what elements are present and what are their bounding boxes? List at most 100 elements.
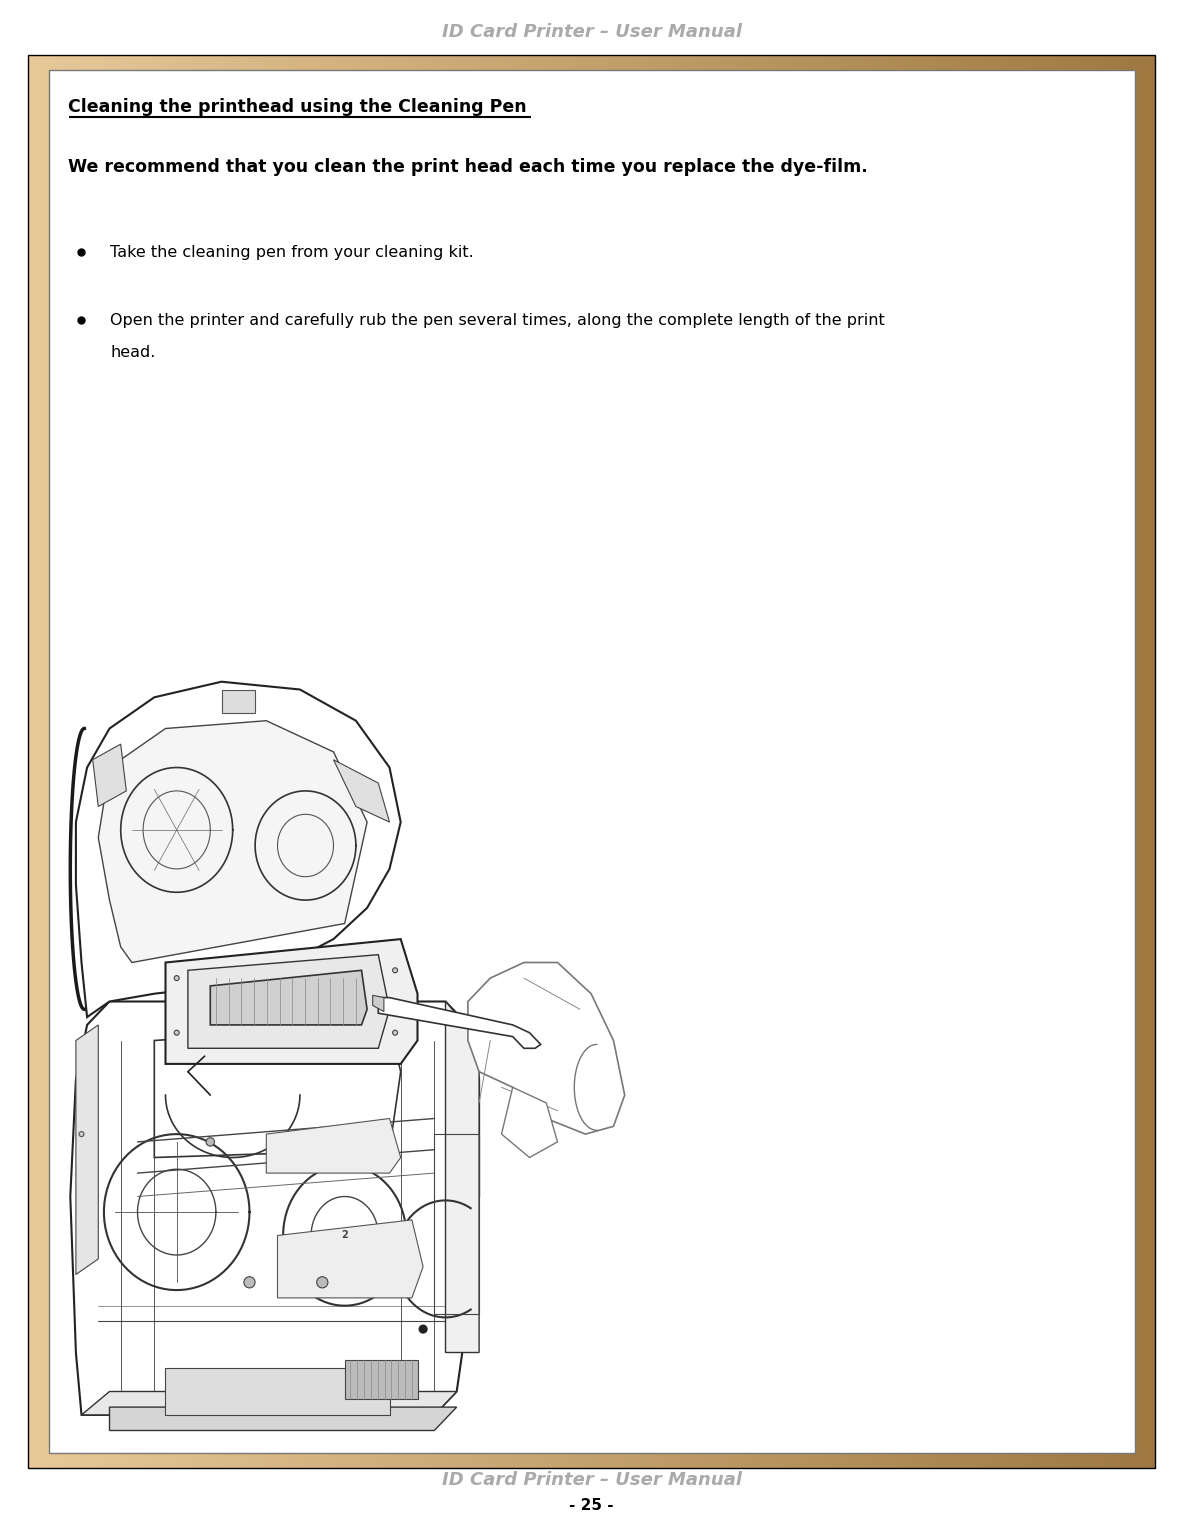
Bar [612,55,614,1468]
Bar [800,55,803,1468]
Bar [1053,55,1056,1468]
Bar [816,55,820,1468]
Bar [161,55,164,1468]
Bar [357,55,361,1468]
Bar [704,55,707,1468]
Bar [989,55,991,1468]
Bar [522,55,524,1468]
Bar [603,55,606,1468]
Bar [631,55,634,1468]
Bar [839,55,842,1468]
Bar [1022,55,1026,1468]
Bar [1071,55,1073,1468]
Bar [189,55,192,1468]
Bar [51,55,54,1468]
Bar [287,55,291,1468]
Bar [347,55,350,1468]
Bar [147,55,150,1468]
Bar [1059,55,1062,1468]
Bar [414,55,418,1468]
Bar [935,55,938,1468]
Bar [532,55,536,1468]
Polygon shape [188,954,389,1049]
Bar [757,55,761,1468]
Bar [31,55,34,1468]
Bar [1101,55,1104,1468]
Bar [335,55,338,1468]
Circle shape [174,975,179,980]
Bar [465,55,468,1468]
Bar [144,55,147,1468]
Bar [276,55,279,1468]
Bar [222,55,226,1468]
Bar [403,55,406,1468]
Bar [938,55,940,1468]
Bar [634,55,636,1468]
Bar [77,55,79,1468]
Bar [738,55,741,1468]
Bar [422,55,426,1468]
Bar [243,55,246,1468]
Bar [1090,55,1093,1468]
Bar [163,55,167,1468]
Bar [918,55,922,1468]
Bar [606,55,609,1468]
Bar [571,55,575,1468]
Bar [716,55,718,1468]
Bar [1075,55,1079,1468]
Bar [802,55,806,1468]
Bar [263,55,265,1468]
Bar [642,55,645,1468]
Bar [685,55,687,1468]
Bar [324,55,328,1468]
Bar [867,55,871,1468]
Bar [1129,55,1132,1468]
Bar [434,55,437,1468]
Polygon shape [166,939,418,1064]
Bar [845,55,848,1468]
Bar [1039,55,1042,1468]
Bar [616,55,620,1468]
Bar [110,55,114,1468]
Polygon shape [344,1361,418,1399]
Bar [812,55,814,1468]
Bar [946,55,949,1468]
Bar [79,55,83,1468]
Bar [592,55,595,1468]
Bar [518,55,522,1468]
Bar [580,55,583,1468]
Bar [1112,55,1116,1468]
Bar [1030,55,1034,1468]
Bar [1093,55,1095,1468]
Text: Cleaning the printhead using the Cleaning Pen: Cleaning the printhead using the Cleanin… [69,98,528,116]
Bar [1140,55,1144,1468]
Bar [231,55,234,1468]
Bar [330,55,332,1468]
Bar [848,55,851,1468]
Bar [208,55,212,1468]
Bar [389,55,392,1468]
Bar [167,55,169,1468]
Bar [479,55,481,1468]
Bar [49,55,51,1468]
Polygon shape [334,759,389,821]
Bar [980,55,983,1468]
Bar [463,55,465,1468]
Bar [628,55,632,1468]
Bar [865,55,867,1468]
Bar [240,55,243,1468]
Bar [755,55,758,1468]
Bar [749,55,752,1468]
Bar [206,55,209,1468]
Bar [887,55,890,1468]
Bar [526,55,530,1468]
Bar [871,55,873,1468]
Bar [37,55,40,1468]
Text: ID Card Printer – User Manual: ID Card Printer – User Manual [441,1471,742,1489]
Circle shape [174,1030,179,1035]
Bar [212,55,214,1468]
Bar [977,55,981,1468]
Bar [1014,55,1017,1468]
Bar [884,55,887,1468]
Bar [63,55,65,1468]
